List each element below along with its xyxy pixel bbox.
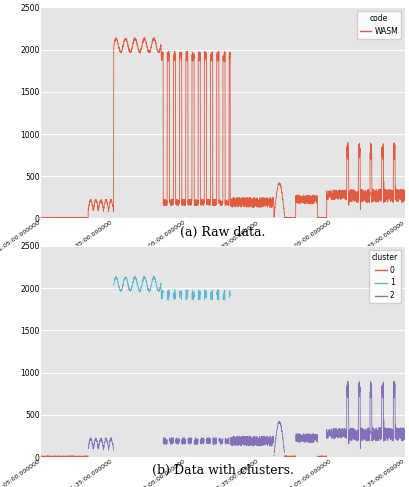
Legend: 0, 1, 2: 0, 1, 2 <box>369 250 401 303</box>
Text: (b) Data with clusters.: (b) Data with clusters. <box>152 464 294 477</box>
X-axis label: utc_datetime: utc_datetime <box>195 256 251 265</box>
Legend: WASM: WASM <box>357 11 401 39</box>
Text: (a) Raw data.: (a) Raw data. <box>180 225 265 239</box>
